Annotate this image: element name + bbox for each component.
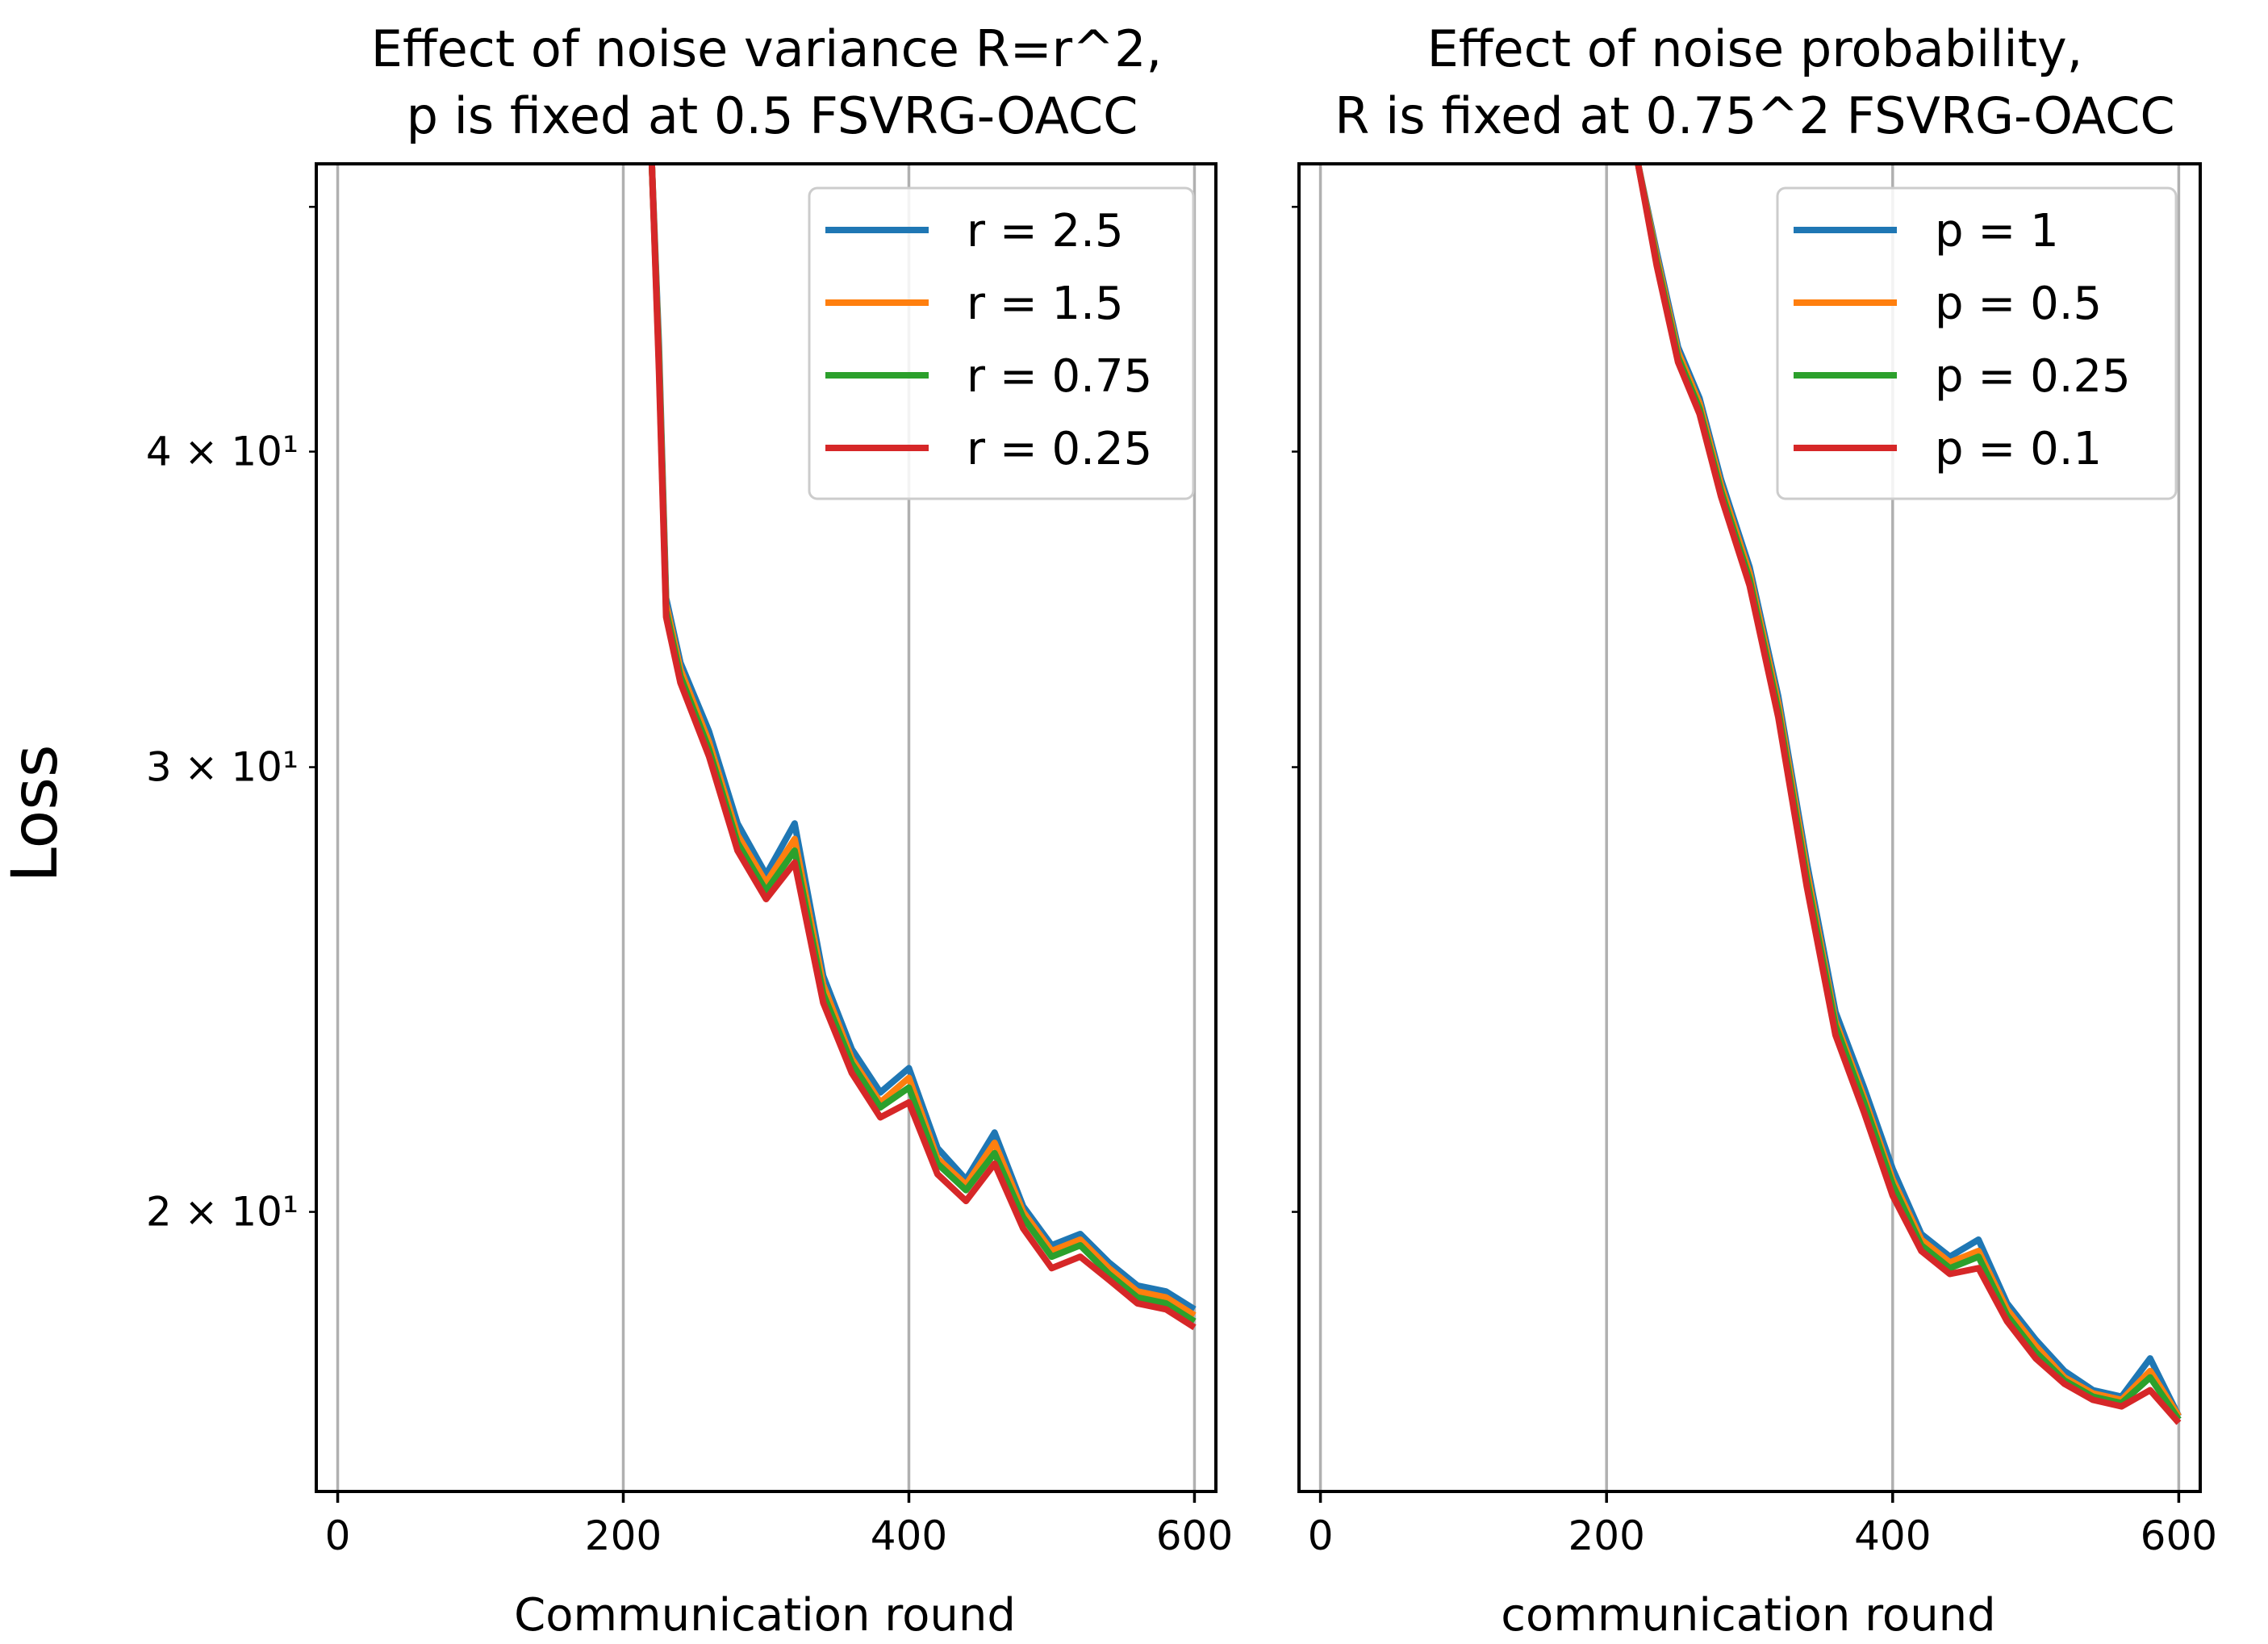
x-tick-label: 600 bbox=[1156, 1512, 1233, 1559]
left-title-line1: Effect of noise variance R=r^2, bbox=[371, 19, 1162, 78]
legend-label: p = 0.1 bbox=[1935, 423, 2102, 475]
x-tick-label: 400 bbox=[871, 1512, 947, 1559]
legend-label: p = 0.5 bbox=[1935, 278, 2102, 330]
legend-box bbox=[1776, 186, 2178, 500]
series-line-4 bbox=[1635, 164, 2182, 1425]
axes-frame bbox=[315, 162, 1218, 1493]
right-title-line2: R is fixed at 0.75^2 FSVRG-OACC bbox=[1334, 86, 2174, 145]
legend-box bbox=[808, 186, 1195, 500]
legend-label: r = 1.5 bbox=[967, 278, 1124, 330]
y-tick-label: 3 × 10¹ bbox=[146, 744, 299, 791]
legend-label: p = 0.25 bbox=[1935, 350, 2131, 403]
legend-label: r = 0.25 bbox=[967, 423, 1152, 475]
y-tick-label: 2 × 10¹ bbox=[146, 1189, 299, 1236]
right-plot-area: 0 200 400 600 p = 1 p = 0.5 p = 0.25 p = 0.1 bbox=[1292, 162, 2217, 1559]
x-tick-label: 200 bbox=[585, 1512, 662, 1559]
legend-label: p = 1 bbox=[1935, 205, 2059, 257]
left-title-line2: p is fixed at 0.5 FSVRG-OACC bbox=[407, 86, 1138, 145]
x-tick-label: 200 bbox=[1568, 1512, 1644, 1559]
series-line-4 bbox=[648, 164, 1197, 1331]
left-x-axis-label: Communication round bbox=[514, 1589, 1016, 1642]
legend: r = 2.5 r = 1.5 r = 0.75 r = 0.25 bbox=[808, 186, 1195, 500]
axes-frame bbox=[1297, 162, 2202, 1493]
right-title-line1: Effect of noise probability, bbox=[1427, 19, 2083, 78]
x-tick-label: 0 bbox=[325, 1512, 351, 1559]
x-tick-label: 600 bbox=[2141, 1512, 2217, 1559]
legend-label: r = 2.5 bbox=[967, 205, 1124, 257]
legend-label: r = 0.75 bbox=[967, 350, 1152, 403]
y-tick-label: 4 × 10¹ bbox=[146, 429, 299, 475]
right-x-axis-label: communication round bbox=[1501, 1589, 1995, 1642]
y-axis-label: Loss bbox=[0, 744, 72, 882]
legend: p = 1 p = 0.5 p = 0.25 p = 0.1 bbox=[1776, 186, 2178, 500]
x-tick-label: 0 bbox=[1308, 1512, 1334, 1559]
x-tick-label: 400 bbox=[1854, 1512, 1931, 1559]
